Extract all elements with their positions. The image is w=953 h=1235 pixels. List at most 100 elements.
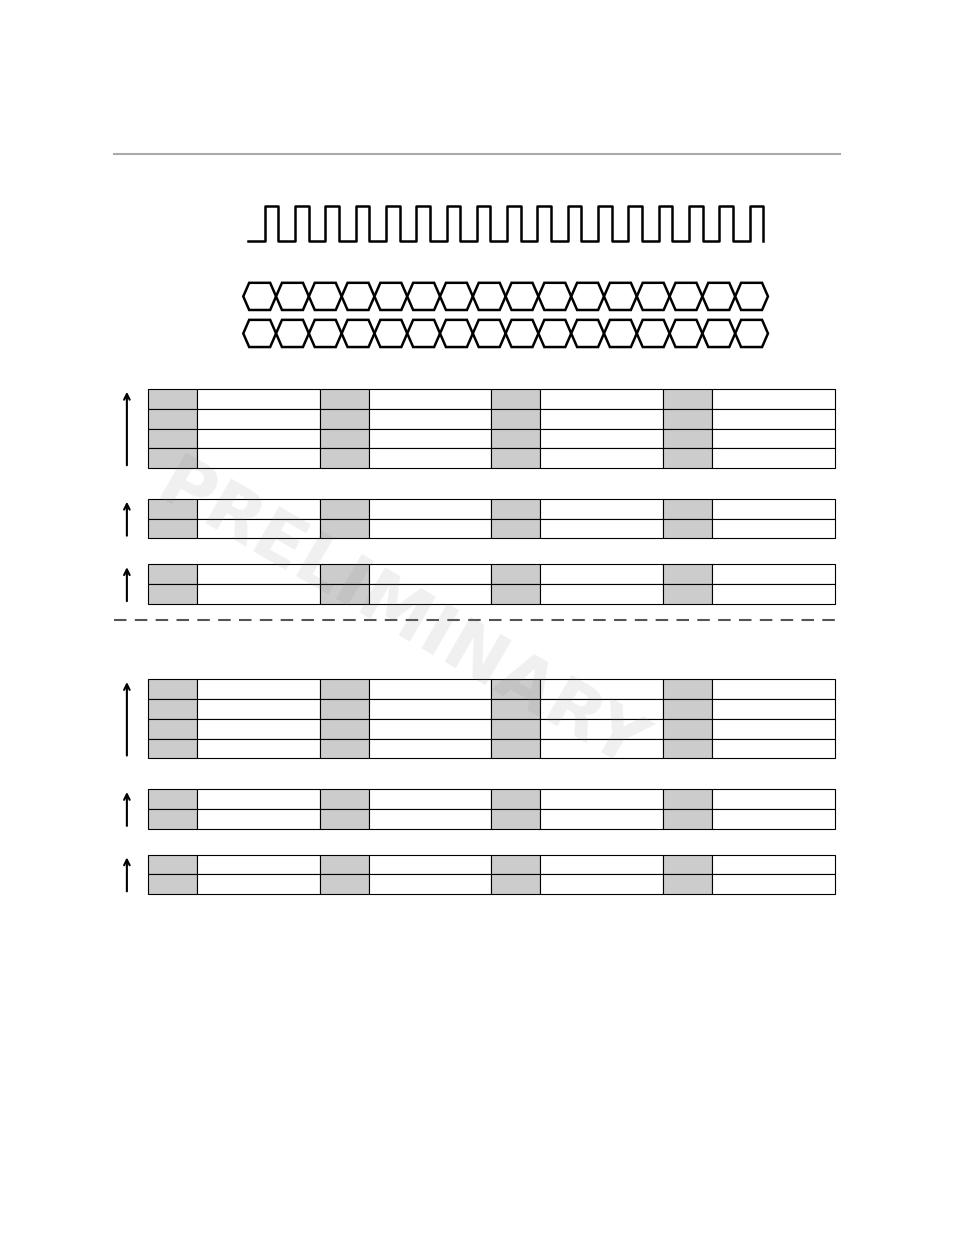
Polygon shape [637, 283, 669, 310]
Bar [196, 389, 319, 409]
Polygon shape [603, 283, 637, 310]
Bar [662, 448, 711, 468]
Bar [662, 809, 711, 829]
Bar [539, 789, 662, 809]
Polygon shape [407, 283, 439, 310]
Polygon shape [537, 320, 571, 347]
Polygon shape [571, 283, 603, 310]
Text: PRELIMINARY: PRELIMINARY [145, 450, 656, 785]
Polygon shape [439, 320, 473, 347]
Bar [711, 739, 834, 758]
Bar [662, 699, 711, 719]
Bar [662, 389, 711, 409]
Bar [662, 409, 711, 429]
Bar [491, 719, 539, 739]
Bar [196, 855, 319, 874]
Polygon shape [341, 283, 374, 310]
Bar [711, 719, 834, 739]
Bar [491, 389, 539, 409]
Polygon shape [341, 320, 374, 347]
Bar [319, 789, 368, 809]
Bar [148, 789, 196, 809]
Bar [368, 679, 491, 699]
Polygon shape [701, 320, 735, 347]
Bar [368, 564, 491, 584]
Bar [711, 499, 834, 519]
Bar [148, 855, 196, 874]
Bar [711, 389, 834, 409]
Polygon shape [309, 320, 341, 347]
Bar [539, 855, 662, 874]
Bar [148, 739, 196, 758]
Bar [319, 719, 368, 739]
Bar [148, 809, 196, 829]
Polygon shape [505, 283, 537, 310]
Bar [368, 719, 491, 739]
Polygon shape [374, 320, 407, 347]
Polygon shape [505, 320, 537, 347]
Bar [662, 855, 711, 874]
Bar [148, 874, 196, 894]
Bar [319, 519, 368, 538]
Bar [662, 874, 711, 894]
Bar [148, 584, 196, 604]
Bar [662, 429, 711, 448]
Bar [148, 519, 196, 538]
Bar [368, 448, 491, 468]
Bar [319, 584, 368, 604]
Bar [539, 519, 662, 538]
Polygon shape [275, 320, 309, 347]
Bar [196, 679, 319, 699]
Bar [491, 699, 539, 719]
Bar [148, 499, 196, 519]
Bar [539, 874, 662, 894]
Bar [711, 699, 834, 719]
Bar [539, 679, 662, 699]
Bar [319, 448, 368, 468]
Bar [662, 564, 711, 584]
Polygon shape [669, 283, 701, 310]
Polygon shape [374, 283, 407, 310]
Bar [148, 448, 196, 468]
Bar [539, 409, 662, 429]
Bar [368, 809, 491, 829]
Bar [711, 789, 834, 809]
Bar [196, 448, 319, 468]
Bar [196, 429, 319, 448]
Bar [196, 409, 319, 429]
Polygon shape [439, 283, 473, 310]
Bar [491, 679, 539, 699]
Bar [196, 874, 319, 894]
Bar [368, 874, 491, 894]
Bar [539, 448, 662, 468]
Polygon shape [275, 283, 309, 310]
Bar [539, 699, 662, 719]
Bar [148, 564, 196, 584]
Bar [491, 809, 539, 829]
Polygon shape [473, 320, 505, 347]
Bar [148, 719, 196, 739]
Bar [539, 584, 662, 604]
Bar [368, 499, 491, 519]
Bar [319, 679, 368, 699]
Bar [491, 519, 539, 538]
Bar [711, 409, 834, 429]
Polygon shape [571, 320, 603, 347]
Bar [196, 719, 319, 739]
Bar [539, 389, 662, 409]
Bar [711, 429, 834, 448]
Bar [491, 789, 539, 809]
Bar [368, 789, 491, 809]
Bar [491, 564, 539, 584]
Bar [491, 855, 539, 874]
Bar [539, 499, 662, 519]
Bar [319, 855, 368, 874]
Bar [539, 564, 662, 584]
Bar [662, 789, 711, 809]
Bar [711, 584, 834, 604]
Bar [491, 409, 539, 429]
Bar [539, 719, 662, 739]
Bar [319, 409, 368, 429]
Bar [711, 519, 834, 538]
Bar [491, 874, 539, 894]
